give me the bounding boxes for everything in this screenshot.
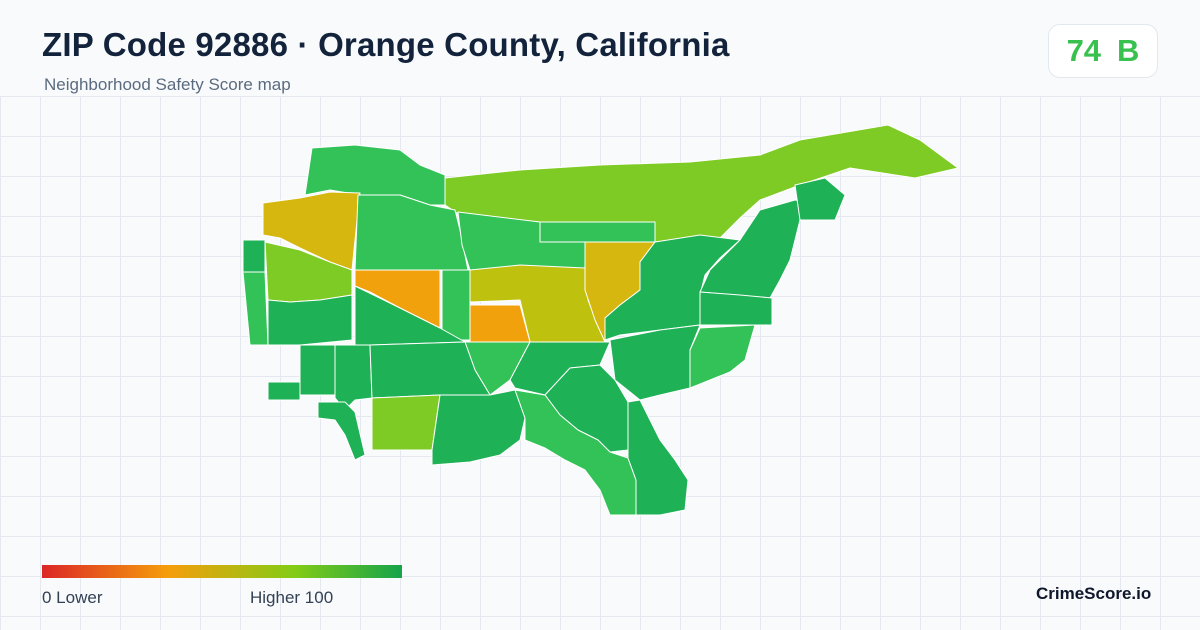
map-region[interactable] — [699, 291, 773, 326]
map-region[interactable] — [431, 389, 526, 466]
score-grade: B — [1117, 33, 1140, 68]
map-region[interactable] — [267, 381, 301, 401]
map-region[interactable] — [371, 394, 441, 451]
map-region[interactable] — [469, 304, 531, 343]
score-value: 74 — [1066, 33, 1102, 68]
map-region[interactable] — [304, 144, 446, 206]
map-region[interactable] — [794, 177, 846, 221]
map-region[interactable] — [317, 401, 366, 461]
legend-color-scale — [42, 565, 402, 578]
brand-logo-text[interactable]: CrimeScore.io — [1036, 584, 1152, 603]
page-title: ZIP Code 92886 · Orange County, Californ… — [42, 26, 730, 63]
page-subtitle: Neighborhood Safety Score map — [44, 75, 291, 94]
map-region[interactable] — [299, 344, 336, 396]
map-region[interactable] — [242, 239, 266, 273]
map-region[interactable] — [689, 324, 756, 389]
map-region[interactable] — [267, 294, 353, 346]
map-region[interactable] — [539, 221, 656, 243]
map-region[interactable] — [609, 324, 701, 401]
legend-min-label: 0 Lower — [42, 588, 103, 607]
legend-max-label: Higher 100 — [250, 588, 334, 607]
map-region[interactable] — [441, 269, 471, 341]
map-region[interactable] — [334, 344, 373, 411]
map-region[interactable] — [242, 271, 269, 346]
map-region[interactable] — [627, 399, 689, 516]
safety-score-badge: 74 B — [1048, 24, 1158, 78]
map-region[interactable] — [699, 199, 831, 299]
